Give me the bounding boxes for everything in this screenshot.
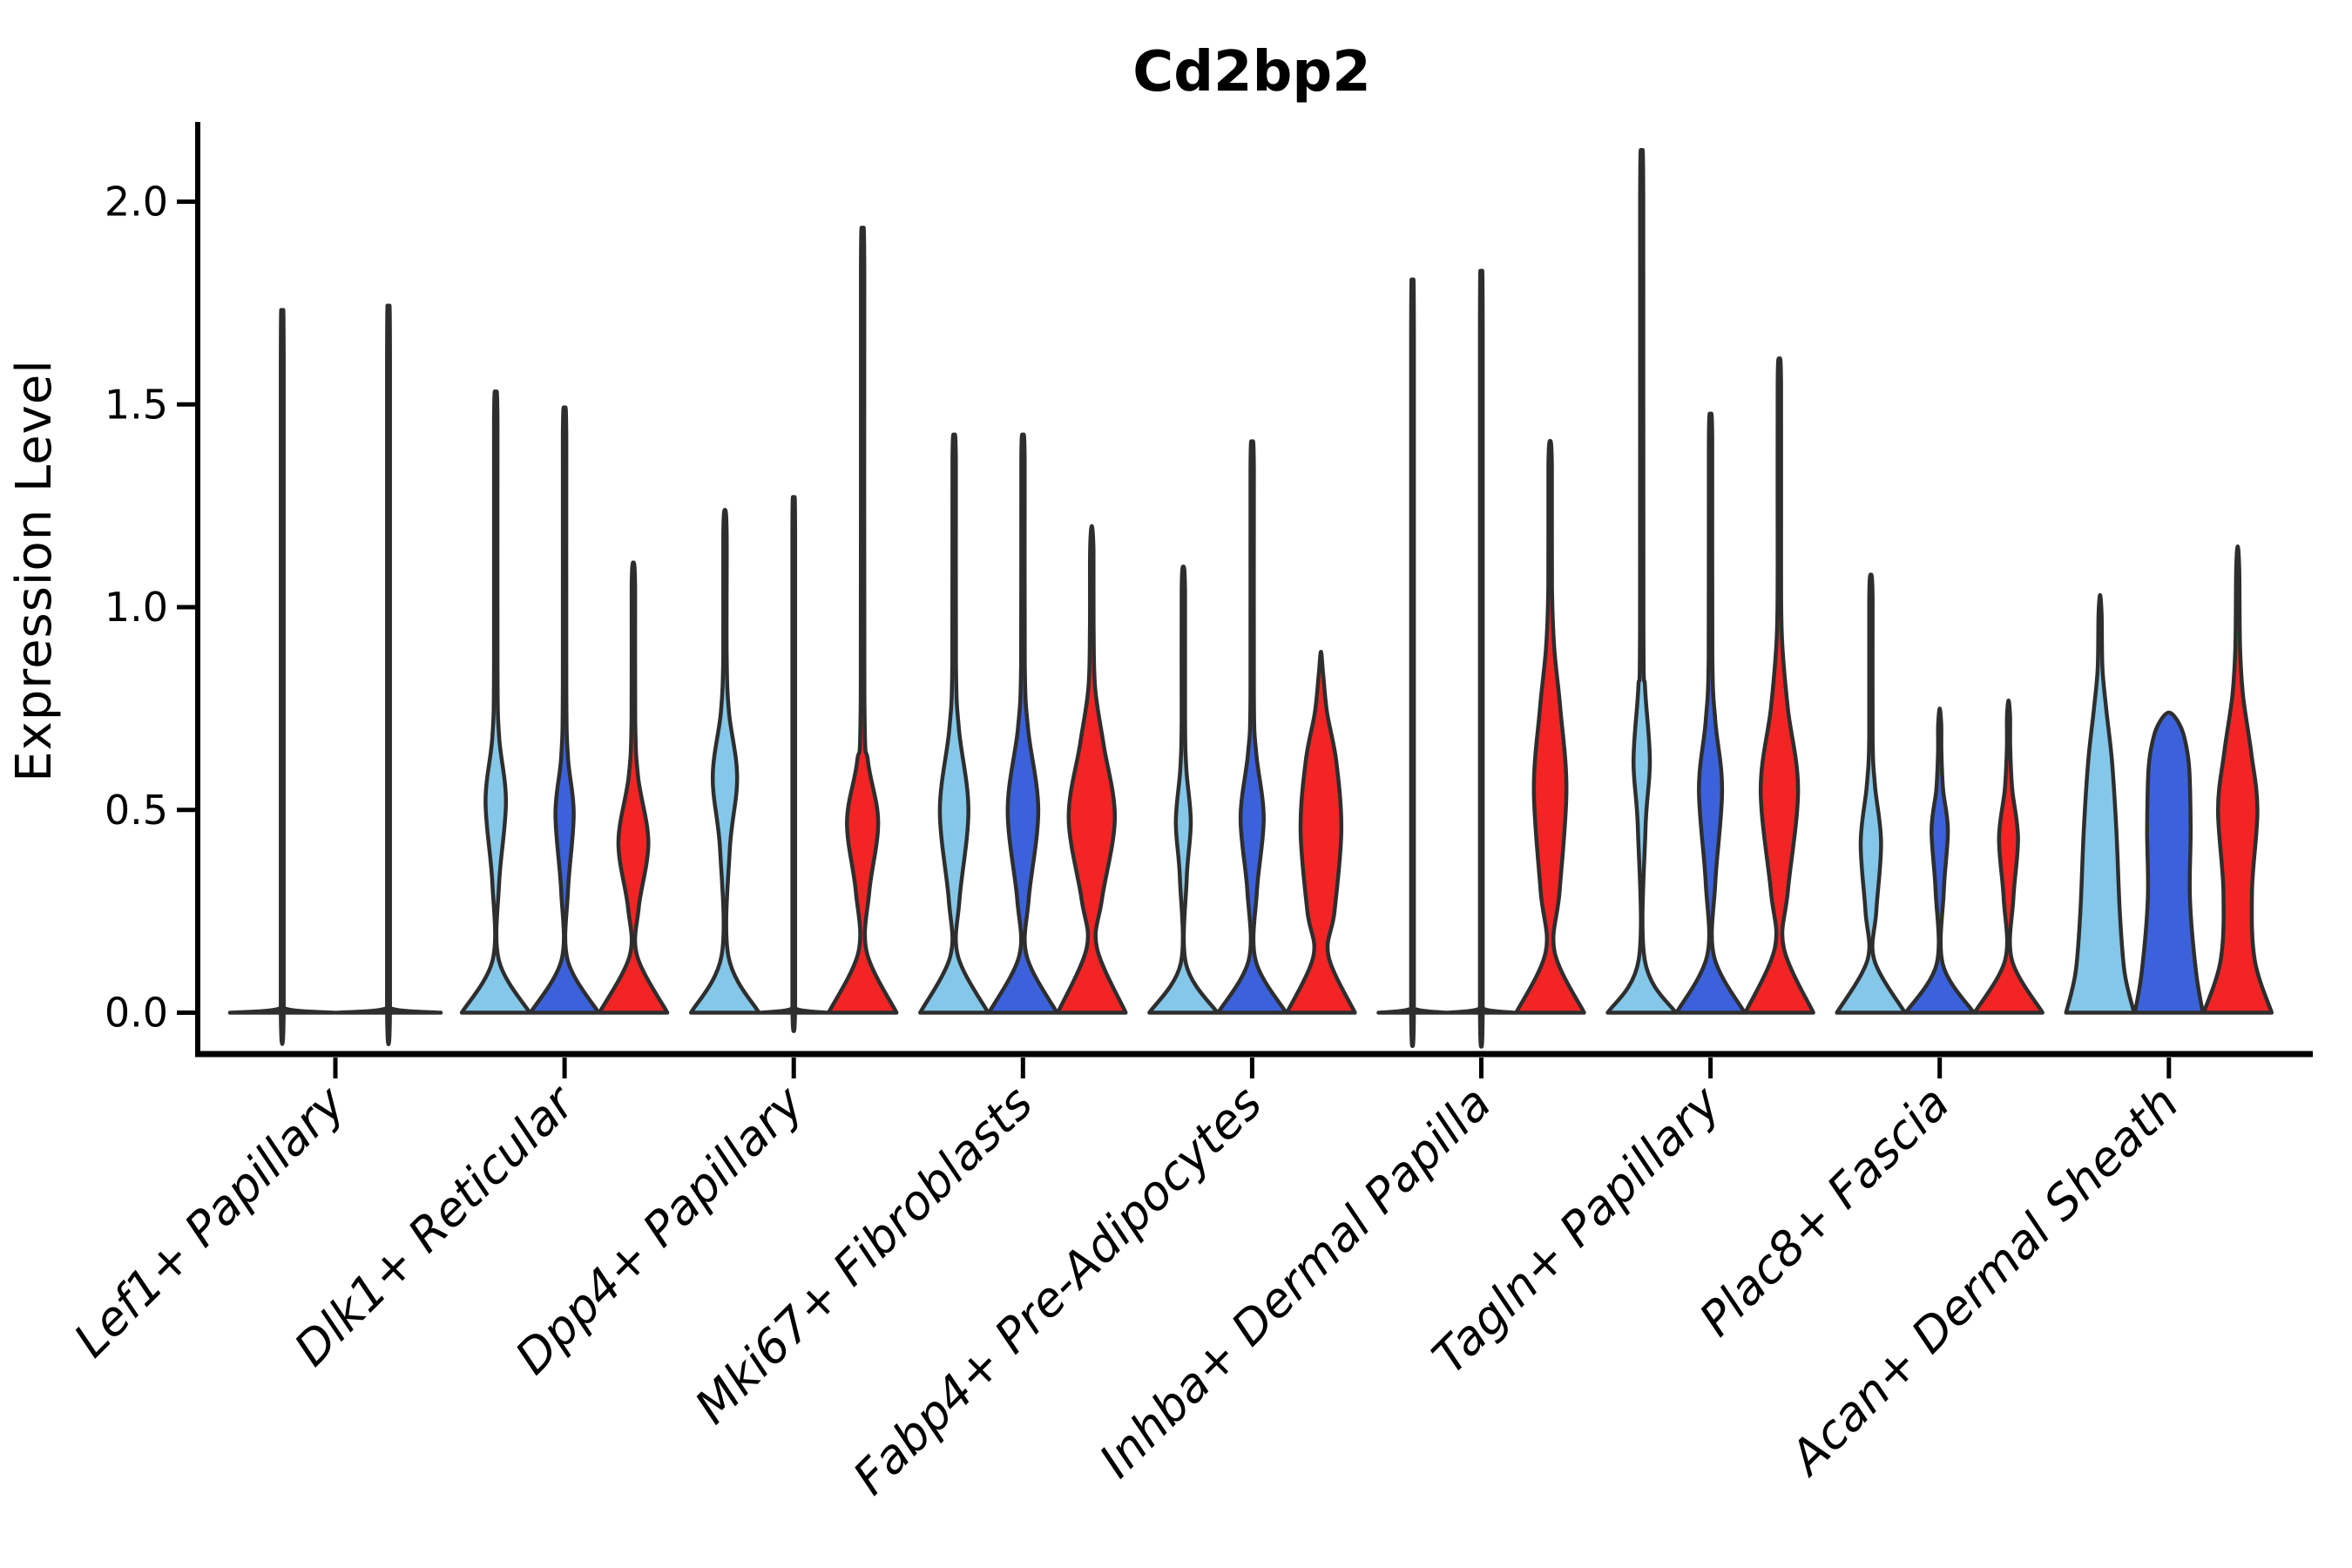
violin-red-mki67-fibroblasts (1056, 524, 1128, 1015)
violin-dark_blue-acan-dermal-sheath (2132, 710, 2206, 1015)
violin-light_blue-inhba-dermal-papilla (1376, 277, 1449, 1048)
violin-light_blue-fabp4-pre-adipocytes (1147, 564, 1220, 1015)
violin-red-inhba-dermal-papilla (1514, 438, 1586, 1015)
violin-dark_blue-mki67-fibroblasts (987, 432, 1059, 1015)
y-axis-tick-label: 0.0 (105, 990, 168, 1037)
violin-light_blue-mki67-fibroblasts (918, 432, 990, 1015)
y-axis-tick-label: 1.5 (105, 381, 168, 428)
violin-light_blue-tagln-papillary (1605, 147, 1678, 1015)
chart-title: Cd2bp2 (1132, 40, 1370, 105)
y-axis-tick-label: 1.0 (105, 584, 168, 631)
violin-red-dpp4-papillary (826, 226, 899, 1015)
violin-light_blue-acan-dermal-sheath (2064, 592, 2137, 1015)
y-axis-tick-label: 0.5 (105, 787, 168, 834)
x-axis-category-label: Acan+ Dermal Sheath (1778, 1076, 2189, 1487)
violin-red-dlk1-reticular (597, 560, 670, 1015)
violin-dark_blue-inhba-dermal-papilla (1445, 268, 1517, 1049)
violin-dark_blue-lef1-papillary (334, 303, 443, 1046)
x-axis-category-label: Inhba+ Dermal Papilla (1089, 1076, 1502, 1489)
violin-dark_blue-fabp4-pre-adipocytes (1216, 439, 1288, 1015)
violin-red-plac8-fascia (1972, 698, 2044, 1015)
violin-dark_blue-tagln-papillary (1674, 411, 1747, 1015)
violin-light_blue-dlk1-reticular (459, 389, 532, 1015)
violin-red-fabp4-pre-adipocytes (1285, 649, 1357, 1015)
violin-red-tagln-papillary (1743, 356, 1815, 1015)
y-axis-label: Expression Level (6, 359, 63, 782)
x-axis-category-label: Fabp4+ Pre-Adipocytes (842, 1076, 1272, 1505)
violin-dark_blue-plac8-fascia (1903, 706, 1976, 1015)
violin-light_blue-dpp4-papillary (688, 508, 761, 1015)
violin-dark_blue-dpp4-papillary (757, 495, 830, 1033)
violin-light_blue-lef1-papillary (227, 308, 337, 1046)
violin-light_blue-plac8-fascia (1835, 572, 1907, 1015)
violin-red-acan-dermal-sheath (2201, 544, 2274, 1015)
violins-layer (227, 147, 2274, 1049)
violin-dark_blue-dlk1-reticular (528, 405, 601, 1015)
y-axis-tick-label: 2.0 (105, 179, 168, 226)
